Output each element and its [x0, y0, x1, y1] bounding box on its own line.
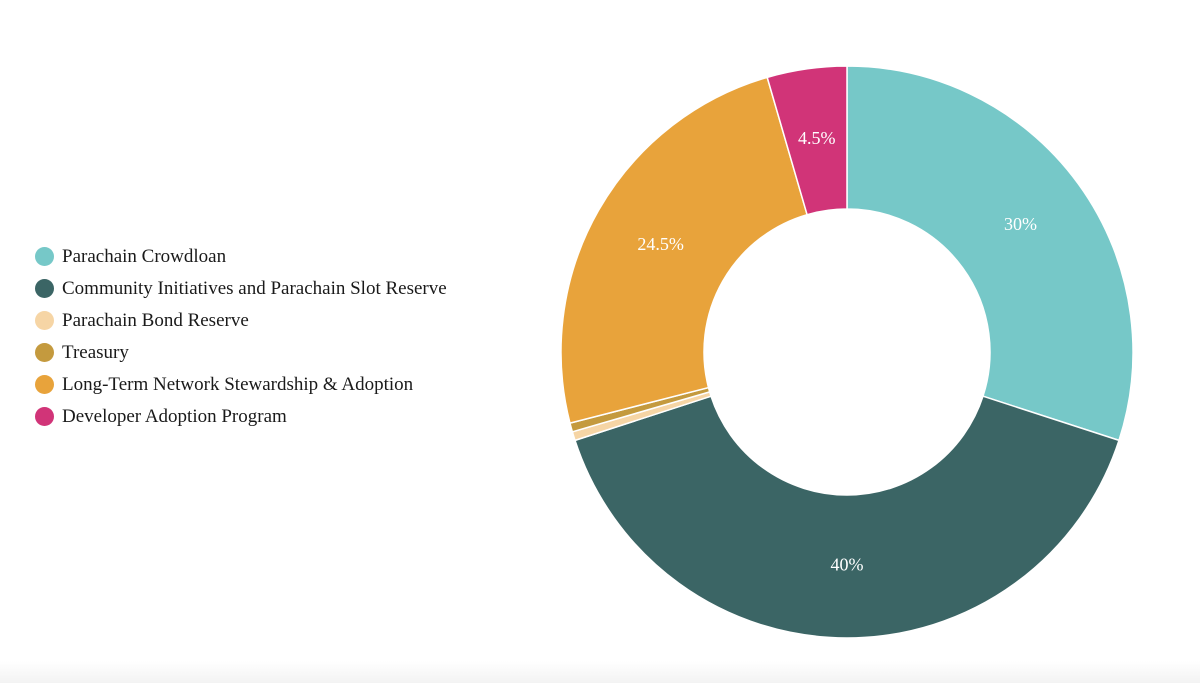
legend-item: Long-Term Network Stewardship & Adoption [35, 372, 455, 398]
legend-swatch [35, 279, 54, 298]
legend-label: Treasury [62, 342, 129, 363]
legend-label: Long-Term Network Stewardship & Adoption [62, 374, 414, 395]
legend-swatch [35, 375, 54, 394]
chart-legend: Parachain Crowdloan Community Initiatives… [35, 244, 455, 436]
legend-label: Developer Adoption Program [62, 406, 287, 427]
page-bottom-band [0, 661, 1200, 683]
donut-slice-labels: 30% 40% 24.5% 4.5% [637, 128, 1037, 575]
slice-parachain-crowdloan [846, 65, 1134, 442]
slice-developer-adoption-program [766, 65, 848, 216]
slice-label: 40% [831, 555, 864, 575]
legend-label: Parachain Crowdloan [62, 246, 227, 267]
legend-item: Community Initiatives and Parachain Slot… [35, 276, 455, 302]
legend-item: Parachain Crowdloan [35, 244, 455, 270]
slice-label: 24.5% [637, 234, 684, 254]
legend-label: Community Initiatives and Parachain Slot… [62, 278, 447, 299]
legend-item: Parachain Bond Reserve [35, 308, 455, 334]
legend-item: Treasury [35, 340, 455, 366]
slice-long-term-network-stewardship-adoption [560, 76, 809, 425]
legend-swatch [35, 311, 54, 330]
legend-swatch [35, 343, 54, 362]
slice-label: 30% [1004, 214, 1037, 234]
legend-item: Developer Adoption Program [35, 404, 455, 430]
legend-swatch [35, 247, 54, 266]
donut-slices [560, 65, 1134, 639]
slice-community-initiatives-and-parachain-slot-reserve [574, 395, 1120, 639]
slice-label: 4.5% [798, 128, 836, 148]
legend-label: Parachain Bond Reserve [62, 310, 249, 331]
legend-swatch [35, 407, 54, 426]
